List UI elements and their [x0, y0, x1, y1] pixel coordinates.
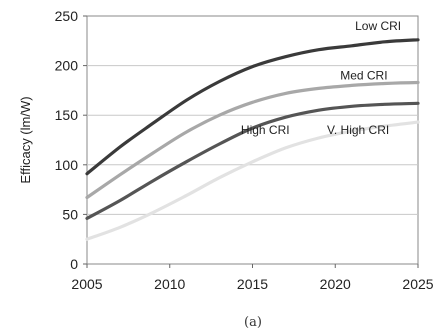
- series-label-low-cri: Low CRI: [355, 19, 401, 33]
- plot-area: [86, 15, 419, 265]
- series-lines: [85, 38, 420, 241]
- y-tick-label: 250: [55, 8, 79, 24]
- y-tick-label: 0: [70, 256, 78, 272]
- series-line-v-high-cri: [85, 120, 420, 241]
- x-tick-label: 2020: [320, 276, 351, 292]
- series-label-med-cri: Med CRI: [340, 68, 387, 82]
- x-tick-label: 2025: [402, 276, 433, 292]
- series-line-low-cri: [85, 38, 420, 176]
- figure-caption: (a): [244, 315, 262, 330]
- series-label-v-high-cri: V. High CRI: [327, 123, 389, 137]
- y-tick-label: 100: [55, 157, 79, 173]
- series-labels: Low CRI Med CRI High CRI V. High CRI: [241, 19, 401, 137]
- y-tick-label: 200: [55, 58, 79, 74]
- x-tick-label: 2005: [71, 276, 102, 292]
- y-tick-label: 150: [55, 107, 79, 123]
- x-axis-ticks: 2005 2010 2015 2020 2025: [71, 264, 434, 292]
- series-line-high-cri: [85, 101, 420, 220]
- x-tick-label: 2015: [237, 276, 268, 292]
- y-axis-title: Efficacy (lm/W): [18, 96, 33, 183]
- y-axis-ticks: 0 50 100 150 200 250: [55, 8, 87, 272]
- series-line-med-cri: [85, 80, 420, 200]
- series-label-high-cri: High CRI: [241, 123, 290, 137]
- y-tick-label: 50: [62, 206, 78, 222]
- x-tick-label: 2010: [154, 276, 185, 292]
